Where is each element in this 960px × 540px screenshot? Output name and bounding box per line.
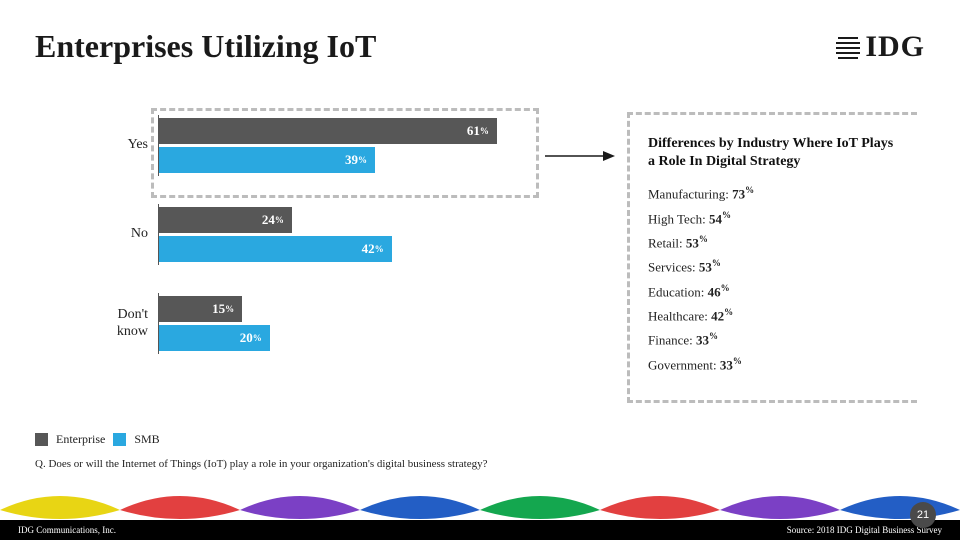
industry-row: Retail: 53%: [648, 234, 903, 251]
footer-bar: IDG Communications, Inc. Source: 2018 ID…: [0, 520, 960, 540]
legend-label: SMB: [134, 432, 159, 447]
legend-label: Enterprise: [56, 432, 105, 447]
industry-row: High Tech: 54%: [648, 210, 903, 227]
survey-question: Q. Does or will the Internet of Things (…: [35, 458, 487, 470]
bar: 42%: [159, 236, 392, 262]
page-number-badge: 21: [910, 502, 936, 528]
bar: 61%: [159, 118, 497, 144]
industry-row: Education: 46%: [648, 283, 903, 300]
page-title: Enterprises Utilizing IoT: [35, 28, 376, 65]
bar: 39%: [159, 147, 375, 173]
logo-text: IDG: [865, 30, 925, 64]
industry-row: Services: 53%: [648, 258, 903, 275]
bar: 24%: [159, 207, 292, 233]
category-label: Don'tknow: [100, 307, 158, 339]
category-label: No: [100, 226, 158, 242]
category-label: Yes: [100, 137, 158, 153]
iot-bar-chart: Yes61% 39% No24% 42% Don'tknow15% 20%: [100, 115, 530, 382]
logo-lines-icon: [835, 34, 861, 60]
industry-row: Government: 33%: [648, 356, 903, 373]
industry-row: Healthcare: 42%: [648, 307, 903, 324]
industry-row: Manufacturing: 73%: [648, 185, 903, 202]
wave-decoration: [0, 484, 960, 522]
bar: 15%: [159, 296, 242, 322]
legend-swatch: [35, 433, 48, 446]
industry-row: Finance: 33%: [648, 331, 903, 348]
legend-swatch: [113, 433, 126, 446]
industry-panel: Differences by Industry Where IoT Plays …: [627, 112, 917, 403]
bar: 20%: [159, 325, 270, 351]
industry-panel-title: Differences by Industry Where IoT Plays …: [648, 135, 903, 171]
idg-logo: IDG: [835, 30, 925, 64]
arrow-icon: [545, 148, 615, 164]
industry-list: Manufacturing: 73% High Tech: 54% Retail: …: [648, 185, 903, 373]
footer-left: IDG Communications, Inc.: [18, 525, 116, 535]
chart-legend: Enterprise SMB: [35, 432, 160, 447]
